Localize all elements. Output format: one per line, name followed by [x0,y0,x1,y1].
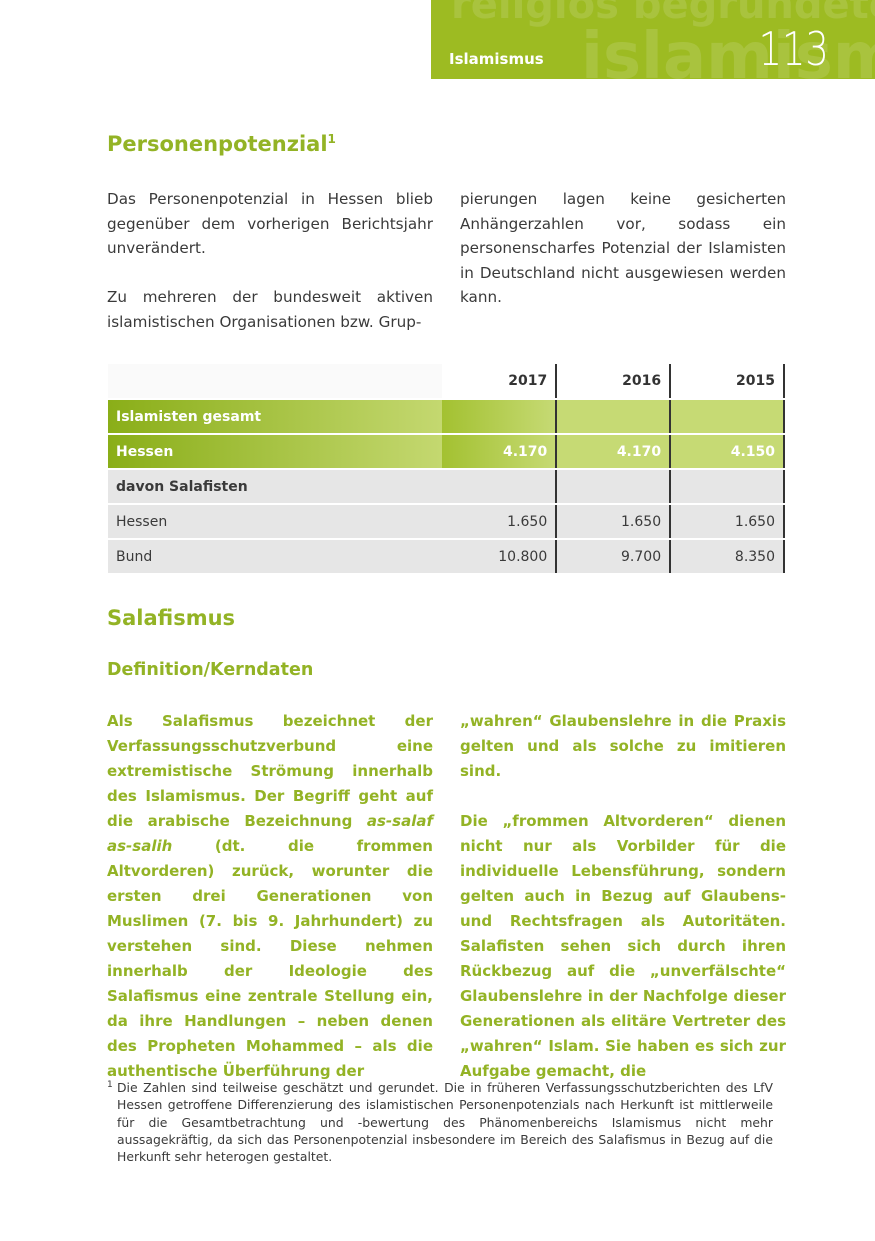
footnote: 1 Die Zahlen sind teilweise geschätzt und… [107,1080,773,1165]
paragraph: Zu mehreren der bundesweit aktiven islam… [107,288,433,331]
section-title: Salafismus [107,606,236,630]
table-row: Islamisten gesamt [108,399,785,435]
paragraph: Das Personenpotenzial in Hessen blieb ge… [107,190,433,258]
personenpotenzial-table: 2017 2016 2015 Islamisten gesamt Hessen 4… [108,364,785,575]
table-row: davon Salafisten [108,469,785,505]
text-column-left: Als Salafismus bezeichnet der Verfassung… [107,709,433,1109]
table-header-row: 2017 2016 2015 [108,364,785,400]
page-header-banner: religiös begründeten islamismus Islamism… [431,0,875,79]
section-label: Islamismus [449,50,544,68]
watermark: religiös begründeten [451,0,875,28]
table-row: Hessen 4.170 4.170 4.150 [108,434,785,470]
paragraph: pierungen lagen keine gesicherten Anhäng… [460,190,786,307]
text-column-left: Das Personenpotenzial in Hessen blieb ge… [107,187,433,359]
subsection-title: Definition/Kerndaten [107,660,314,680]
text-column-right: „wahren“ Glaubenslehre in die Praxis gel… [460,709,786,1109]
paragraph: Die „frommen Altvorderen“ dienen nicht n… [460,812,786,1080]
watermark: islamismus [581,20,875,79]
footnote-ref: 1 [327,132,336,146]
table-row: Bund 10.800 9.700 8.350 [108,539,785,575]
table-row: Hessen 1.650 1.650 1.650 [108,504,785,540]
paragraph: „wahren“ Glaubenslehre in die Praxis gel… [460,712,786,780]
paragraph: Als Salafismus bezeichnet der Verfassung… [107,712,433,1080]
text-column-right: pierungen lagen keine gesicherten Anhäng… [460,187,786,335]
section-title: Personenpotenzial1 [107,132,336,156]
page-number: 113 [758,22,829,76]
